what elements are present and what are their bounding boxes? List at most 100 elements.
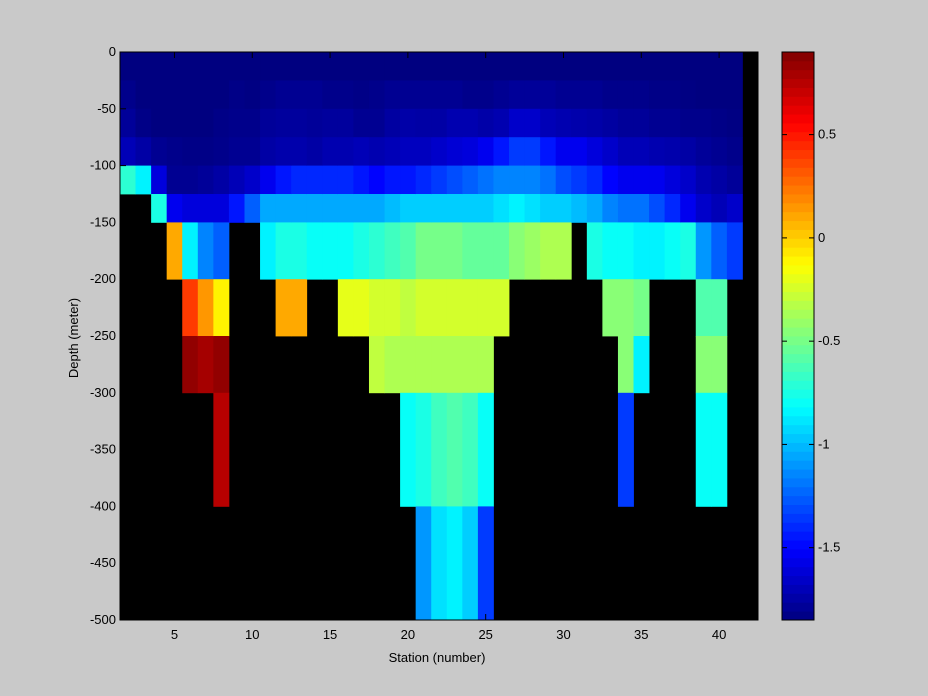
heatmap-cell bbox=[555, 194, 572, 223]
heatmap-cell bbox=[462, 165, 479, 195]
heatmap-cell bbox=[555, 80, 572, 110]
heatmap-cell bbox=[291, 194, 308, 223]
heatmap-cell bbox=[135, 80, 152, 110]
heatmap-cell bbox=[462, 137, 479, 166]
heatmap-cell bbox=[197, 336, 214, 394]
heatmap-cell bbox=[493, 108, 510, 138]
heatmap-cell bbox=[664, 165, 681, 195]
x-axis-label: Station (number) bbox=[389, 650, 486, 665]
heatmap-cell bbox=[306, 194, 323, 223]
heatmap-cell bbox=[726, 108, 743, 138]
heatmap-cell bbox=[182, 108, 199, 138]
heatmap-cell bbox=[166, 194, 183, 223]
heatmap-cell bbox=[509, 52, 525, 81]
heatmap-cell bbox=[306, 52, 323, 81]
x-tick-label: 40 bbox=[712, 627, 726, 642]
colorbar-band bbox=[782, 291, 814, 301]
heatmap-cell bbox=[306, 137, 323, 166]
colorbar-band bbox=[782, 584, 814, 594]
heatmap-cell bbox=[244, 80, 261, 110]
colorbar-tick-label: 0.5 bbox=[818, 127, 836, 142]
heatmap-cell bbox=[509, 108, 525, 138]
heatmap-cell bbox=[695, 222, 712, 280]
heatmap-cell bbox=[649, 108, 666, 138]
heatmap-cell bbox=[291, 108, 308, 138]
colorbar-band bbox=[782, 176, 814, 186]
heatmap-cell bbox=[493, 222, 510, 280]
heatmap-cell bbox=[415, 506, 432, 621]
colorbar-band bbox=[782, 265, 814, 275]
heatmap-cell bbox=[337, 80, 354, 110]
heatmap-cell bbox=[462, 80, 479, 110]
y-tick-label: -300 bbox=[90, 385, 116, 400]
heatmap-cell bbox=[322, 194, 339, 223]
heatmap-cell bbox=[711, 336, 728, 394]
heatmap-cell bbox=[182, 222, 199, 280]
colorbar-band bbox=[782, 344, 814, 355]
heatmap-cell bbox=[197, 52, 214, 81]
heatmap-cell bbox=[446, 108, 463, 138]
heatmap-cell bbox=[260, 52, 277, 81]
heatmap-cell bbox=[228, 80, 245, 110]
heatmap-cell bbox=[368, 165, 385, 195]
heatmap-cell bbox=[555, 165, 572, 195]
heatmap-cell bbox=[617, 194, 634, 223]
heatmap-cell bbox=[571, 108, 588, 138]
heatmap-cell bbox=[260, 194, 277, 223]
heatmap-cell bbox=[384, 279, 401, 337]
heatmap-cell bbox=[664, 194, 681, 223]
heatmap-cell bbox=[384, 165, 401, 195]
y-tick-label: -100 bbox=[90, 158, 116, 173]
heatmap-cell bbox=[368, 108, 385, 138]
heatmap-cell bbox=[400, 279, 417, 337]
heatmap-cell bbox=[384, 194, 401, 223]
x-tick-label: 10 bbox=[245, 627, 259, 642]
heatmap-cell bbox=[415, 165, 432, 195]
heatmap-cell bbox=[602, 279, 619, 337]
heatmap-cell bbox=[524, 52, 541, 81]
heatmap-cell bbox=[337, 279, 354, 337]
heatmap-cell bbox=[213, 222, 230, 280]
heatmap-cell bbox=[213, 194, 230, 223]
heatmap-plot bbox=[120, 52, 758, 621]
heatmap-cell bbox=[260, 137, 277, 166]
colorbar-band bbox=[782, 478, 814, 488]
x-tick-label: 30 bbox=[556, 627, 570, 642]
heatmap-cell bbox=[446, 222, 463, 280]
heatmap-cell bbox=[555, 137, 572, 166]
heatmap-cell bbox=[384, 80, 401, 110]
heatmap-cell bbox=[151, 194, 168, 223]
heatmap-cell bbox=[711, 52, 728, 81]
heatmap-cell bbox=[306, 222, 323, 280]
colorbar-band bbox=[782, 149, 814, 159]
colorbar-band bbox=[782, 52, 814, 62]
heatmap-cell bbox=[322, 108, 339, 138]
heatmap-cell bbox=[151, 52, 168, 81]
heatmap-cell bbox=[353, 279, 370, 337]
heatmap-cell bbox=[477, 194, 494, 223]
heatmap-cell bbox=[493, 279, 510, 337]
heatmap-cell bbox=[633, 137, 650, 166]
heatmap-cell bbox=[695, 392, 712, 507]
heatmap-cell bbox=[368, 222, 385, 280]
colorbar-band bbox=[782, 140, 814, 151]
heatmap-cell bbox=[120, 137, 136, 166]
heatmap-cell bbox=[680, 165, 697, 195]
heatmap-cell bbox=[726, 80, 743, 110]
heatmap-cell bbox=[664, 52, 681, 81]
heatmap-cell bbox=[602, 222, 619, 280]
y-tick-label: -450 bbox=[90, 555, 116, 570]
colorbar-band bbox=[782, 114, 814, 124]
heatmap-cell bbox=[400, 392, 417, 507]
heatmap-cell bbox=[182, 52, 199, 81]
heatmap-cell bbox=[337, 108, 354, 138]
colorbar-band bbox=[782, 353, 814, 364]
colorbar-tick-label: 0 bbox=[818, 230, 825, 245]
heatmap-cell bbox=[524, 108, 541, 138]
colorbar-band bbox=[782, 105, 814, 115]
y-tick-label: -350 bbox=[90, 442, 116, 457]
heatmap-cell bbox=[540, 108, 557, 138]
heatmap-cell bbox=[275, 194, 292, 223]
heatmap-cell bbox=[197, 108, 214, 138]
